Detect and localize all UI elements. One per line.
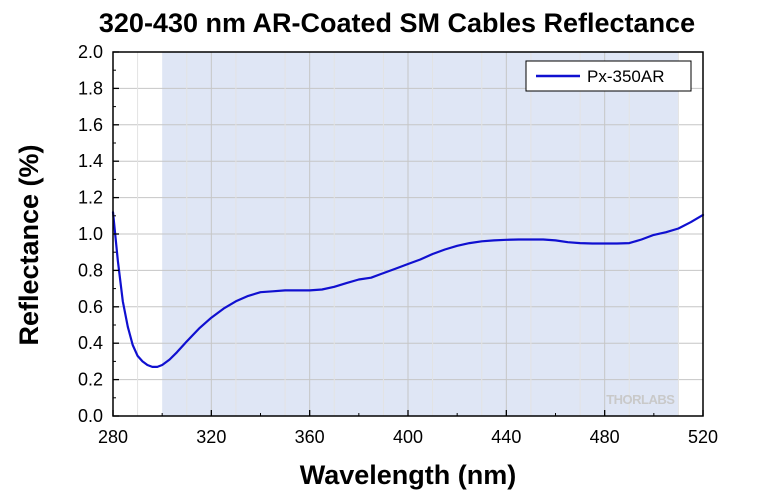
x-tick-label: 440 (491, 427, 521, 447)
y-tick-label: 1.0 (78, 224, 103, 244)
x-axis-label: Wavelength (nm) (300, 460, 517, 490)
series-line (111, 211, 705, 368)
y-tick-label: 0.0 (78, 406, 103, 426)
legend-label: Px-350AR (587, 67, 664, 86)
x-tick-label: 520 (688, 427, 718, 447)
y-tick-label: 1.8 (78, 78, 103, 98)
legend: Px-350AR (525, 60, 692, 92)
y-tick-label: 1.2 (78, 188, 103, 208)
y-axis-label: Reflectance (%) (14, 144, 44, 345)
x-tick-label: 280 (98, 427, 128, 447)
y-tick-label: 0.4 (78, 333, 103, 353)
x-tick-label: 360 (295, 427, 325, 447)
x-tick-label: 320 (196, 427, 226, 447)
watermark-logo: THORLABS (606, 392, 675, 407)
chart-title: 320-430 nm AR-Coated SM Cables Reflectan… (99, 8, 695, 38)
y-tick-label: 0.8 (78, 260, 103, 280)
x-tick-label: 400 (393, 427, 423, 447)
y-tick-label: 1.6 (78, 115, 103, 135)
y-tick-label: 2.0 (78, 42, 103, 62)
y-tick-label: 0.2 (78, 370, 103, 390)
x-tick-label: 480 (590, 427, 620, 447)
y-tick-label: 1.4 (78, 151, 103, 171)
y-tick-label: 0.6 (78, 297, 103, 317)
